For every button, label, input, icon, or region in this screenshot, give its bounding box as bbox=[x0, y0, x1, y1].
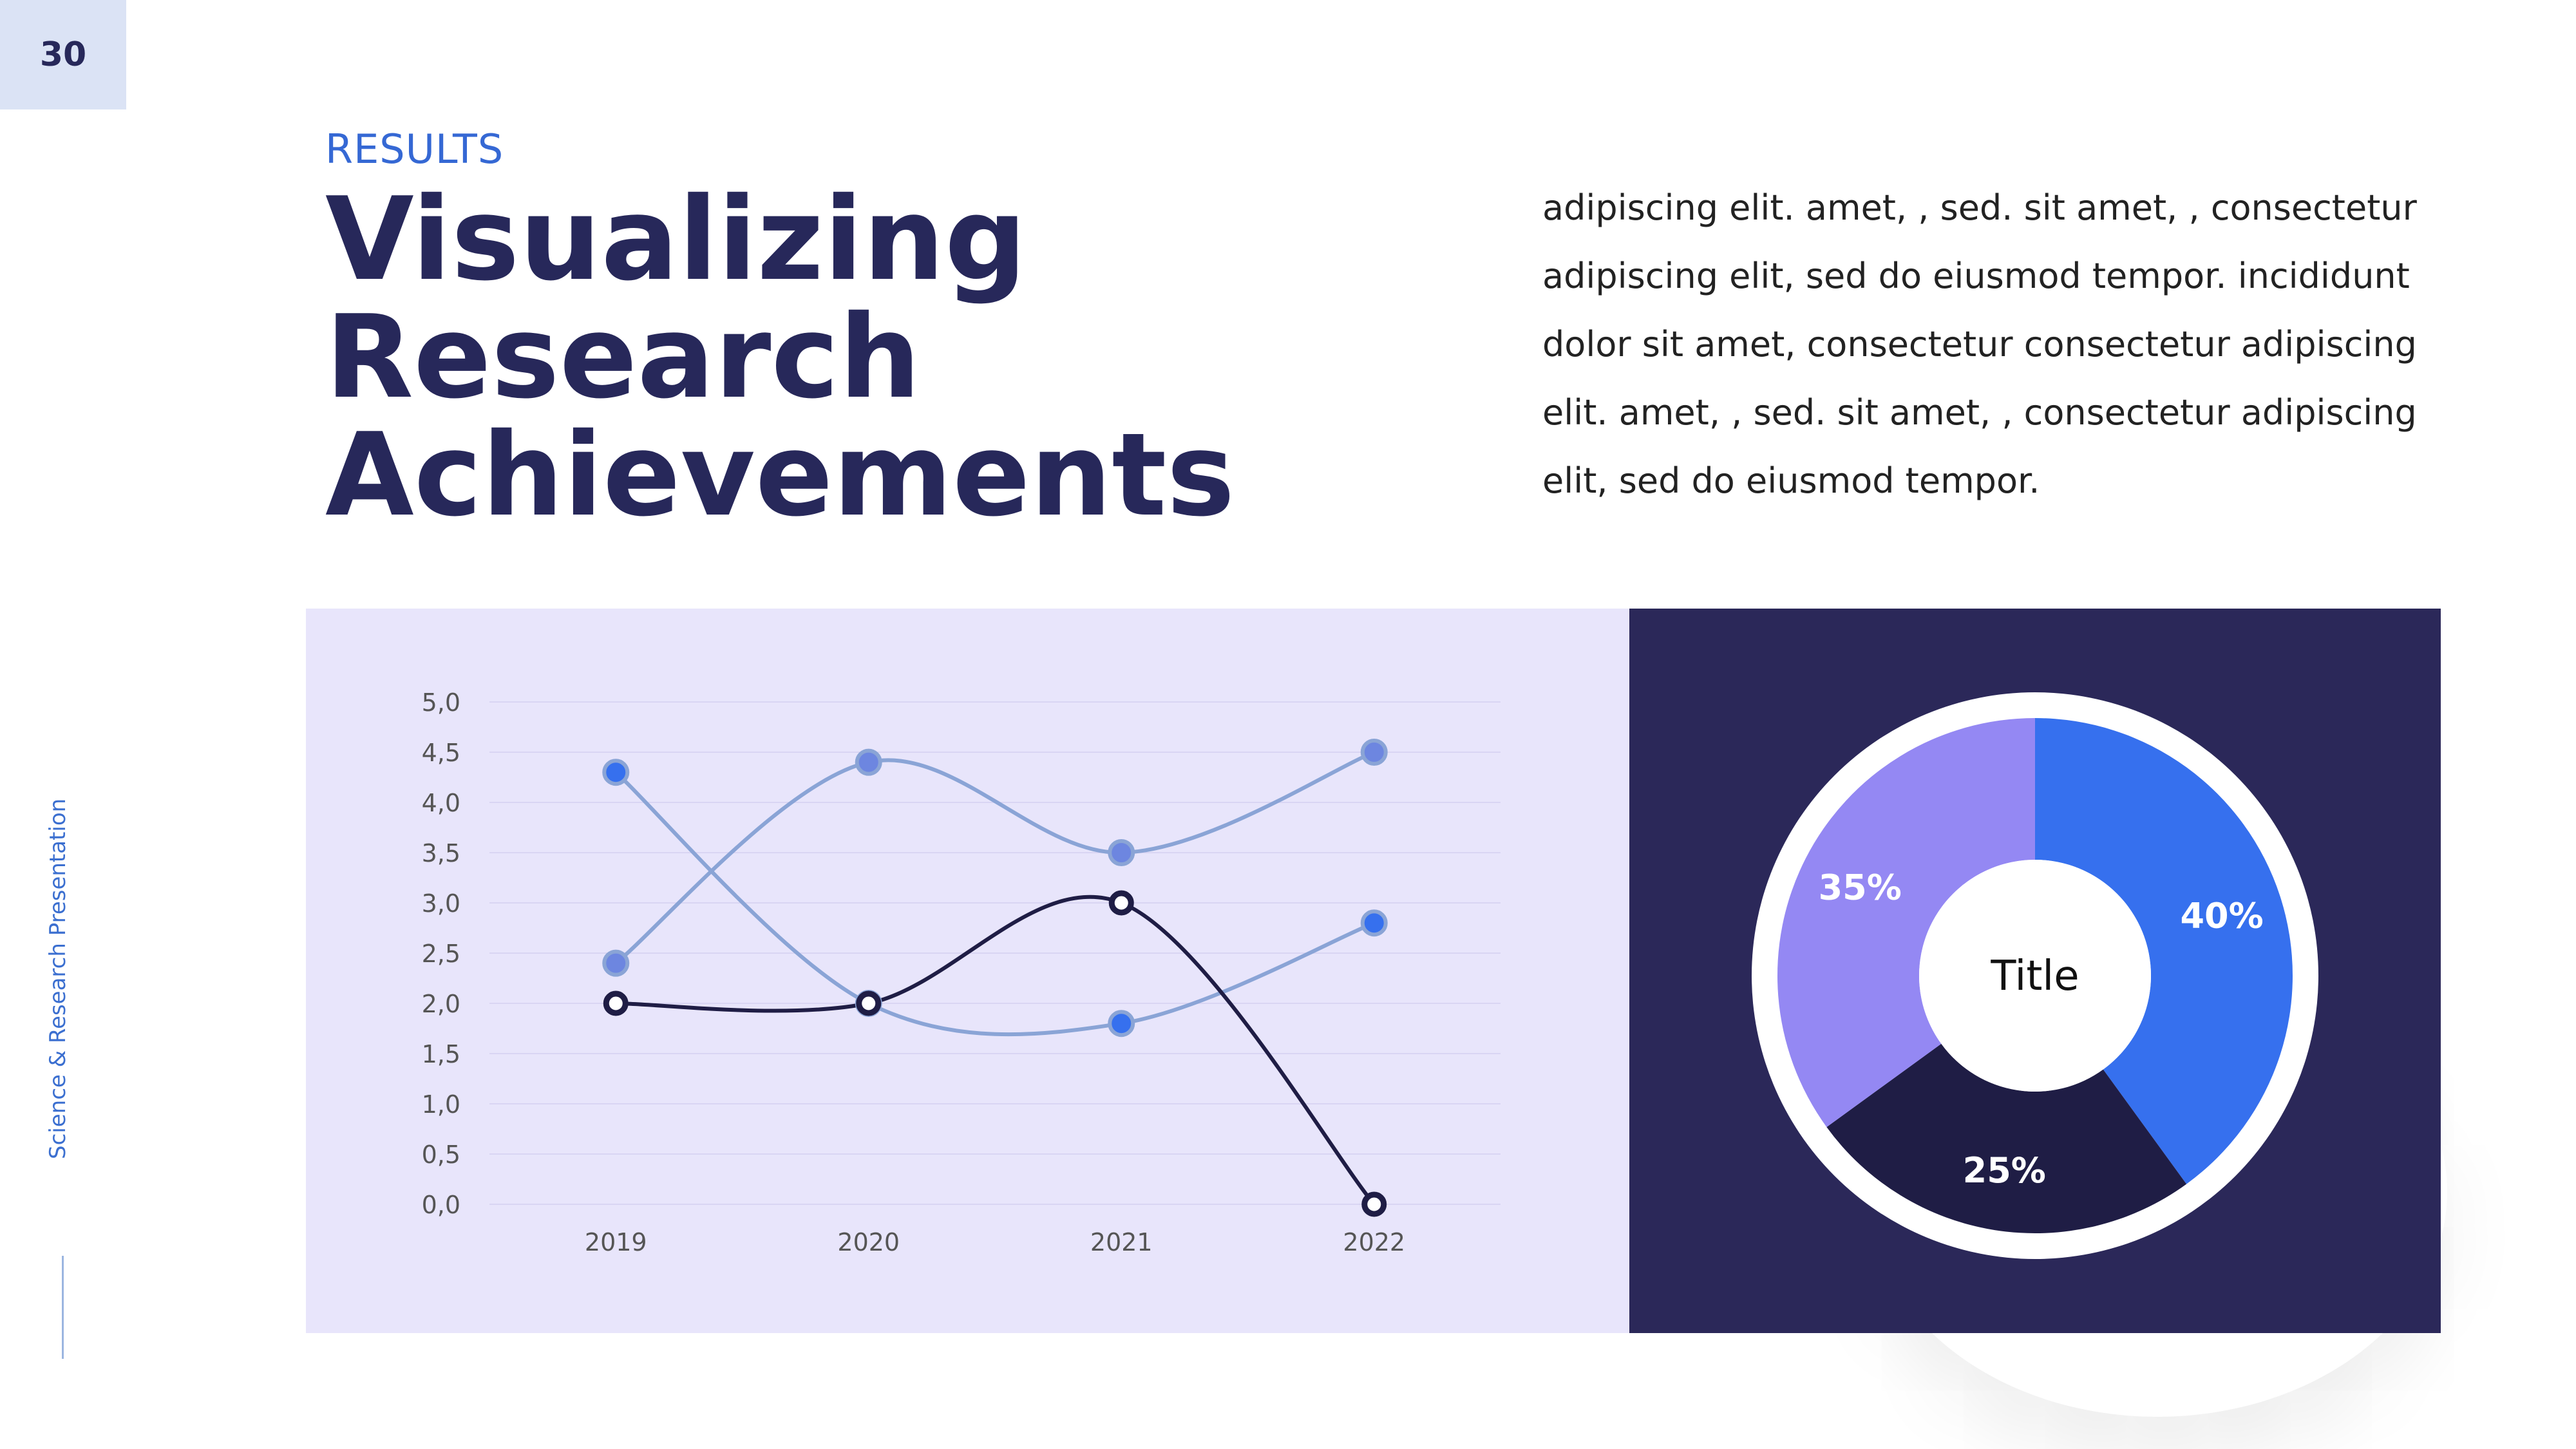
data-point bbox=[603, 990, 629, 1016]
y-tick-label: 3,5 bbox=[422, 839, 460, 867]
body-paragraph: adipiscing elit. amet, , sed. sit amet, … bbox=[1542, 187, 2417, 501]
slice-label: 40% bbox=[2180, 896, 2263, 936]
series-line bbox=[614, 750, 1375, 965]
data-point bbox=[1108, 1010, 1135, 1037]
data-point bbox=[1361, 1191, 1387, 1217]
page-title: Visualizing Research Achievements bbox=[325, 173, 1235, 542]
y-tick-label: 0,0 bbox=[422, 1191, 460, 1219]
data-point bbox=[1360, 909, 1388, 937]
donut-chart: 40% 25% 35% Title bbox=[1752, 692, 2318, 1259]
donut-hole bbox=[1919, 860, 2151, 1092]
y-tick-label: 1,0 bbox=[422, 1090, 460, 1119]
sidebar-caption: Science & Research Presentation bbox=[45, 798, 71, 1159]
x-tick-label: 2021 bbox=[1090, 1228, 1153, 1256]
data-point bbox=[856, 990, 882, 1016]
donut-center-title: Title bbox=[1990, 952, 2079, 1000]
page-number: 30 bbox=[39, 35, 87, 74]
y-tick-label: 3,0 bbox=[422, 889, 460, 918]
y-tick-label: 2,0 bbox=[422, 990, 460, 1018]
data-point bbox=[602, 759, 630, 786]
x-tick-label: 2019 bbox=[585, 1228, 647, 1256]
section-kicker: RESULTS bbox=[325, 126, 504, 173]
data-point bbox=[1108, 890, 1134, 916]
y-tick-label: 1,5 bbox=[422, 1040, 460, 1068]
series-line bbox=[614, 770, 1375, 1037]
page-number-badge: 30 bbox=[0, 0, 126, 109]
data-point bbox=[1360, 739, 1388, 766]
donut-chart-panel: 40% 25% 35% Title bbox=[1629, 609, 2441, 1333]
line-chart-panel: 0,0 0,5 1,0 1,5 2,0 2,5 3,0 3,5 4,0 4,5 5,0 2019 202… bbox=[306, 609, 1629, 1333]
series-line bbox=[616, 895, 1376, 1206]
y-tick-label: 4,0 bbox=[422, 789, 460, 817]
pie-slice bbox=[1826, 1043, 2187, 1233]
x-tick-label: 2020 bbox=[837, 1228, 900, 1256]
pie-slice bbox=[1777, 718, 2035, 1128]
y-tick-label: 0,5 bbox=[422, 1141, 460, 1169]
y-tick-label: 4,5 bbox=[422, 739, 460, 767]
slice-label: 25% bbox=[1963, 1150, 2046, 1191]
x-tick-label: 2022 bbox=[1343, 1228, 1405, 1256]
data-point bbox=[1108, 839, 1135, 866]
line-chart: 0,0 0,5 1,0 1,5 2,0 2,5 3,0 3,5 4,0 4,5 5,0 2019 202… bbox=[422, 688, 1501, 1256]
data-point bbox=[602, 949, 630, 977]
slice-label: 35% bbox=[1819, 867, 1902, 908]
y-tick-label: 2,5 bbox=[422, 940, 460, 968]
data-point bbox=[855, 748, 882, 776]
pie-slice bbox=[2035, 718, 2293, 1184]
y-tick-label: 5,0 bbox=[422, 688, 460, 717]
sidebar-divider bbox=[62, 1256, 64, 1359]
